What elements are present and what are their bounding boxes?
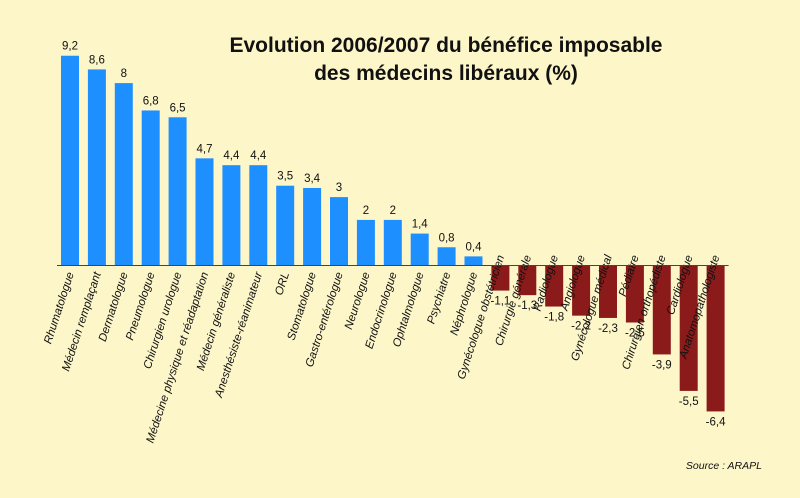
value-label: -6,4 bbox=[706, 416, 726, 428]
bar bbox=[518, 265, 537, 296]
bar bbox=[464, 256, 483, 266]
bar bbox=[679, 265, 698, 391]
bar bbox=[437, 247, 456, 266]
category-label: Psychiatre bbox=[425, 271, 453, 326]
value-label: -1,8 bbox=[544, 312, 564, 324]
value-label: 4,7 bbox=[197, 143, 213, 155]
value-label: 3,4 bbox=[304, 173, 321, 185]
bar bbox=[706, 265, 725, 412]
bar bbox=[491, 265, 510, 291]
value-label: -1,1 bbox=[490, 296, 510, 308]
value-label: 0,4 bbox=[466, 241, 483, 253]
bar bbox=[383, 219, 402, 266]
value-label: -2,3 bbox=[598, 323, 618, 335]
source-note: Source : ARAPL bbox=[686, 460, 762, 472]
bar bbox=[625, 265, 644, 323]
value-label: 4,4 bbox=[250, 150, 267, 162]
value-label: 8,6 bbox=[89, 54, 105, 66]
value-label: 0,8 bbox=[439, 232, 455, 244]
bar bbox=[61, 55, 79, 266]
bar bbox=[572, 265, 591, 316]
bar bbox=[356, 219, 375, 266]
value-label: 4,4 bbox=[223, 150, 240, 162]
chart-title-line2: des médecins libéraux (%) bbox=[314, 62, 578, 85]
bar bbox=[410, 233, 429, 266]
value-label: 3 bbox=[336, 182, 342, 194]
bar bbox=[195, 158, 214, 266]
bar bbox=[276, 185, 295, 266]
bar bbox=[222, 165, 241, 266]
value-label: 9,2 bbox=[62, 41, 78, 53]
value-label: -1,3 bbox=[517, 300, 537, 312]
value-label: 8 bbox=[121, 68, 127, 80]
category-label: Neurologue bbox=[343, 271, 373, 331]
value-label: 3,5 bbox=[277, 171, 293, 183]
value-label: 6,8 bbox=[143, 95, 159, 107]
bar bbox=[141, 110, 160, 266]
bar bbox=[303, 187, 322, 266]
bar bbox=[168, 117, 187, 266]
value-label: -5,5 bbox=[679, 396, 699, 408]
bar bbox=[114, 83, 133, 266]
bar bbox=[545, 265, 564, 307]
value-label: -2,2 bbox=[571, 321, 591, 333]
value-label: -2,5 bbox=[625, 328, 645, 340]
bar bbox=[599, 265, 617, 318]
value-label: 2 bbox=[390, 205, 396, 217]
value-label: 6,5 bbox=[170, 102, 186, 114]
category-label: ORL bbox=[273, 271, 292, 297]
value-label: -3,9 bbox=[652, 359, 672, 371]
chart-title-line1: Evolution 2006/2007 du bénéfice imposabl… bbox=[230, 34, 663, 57]
bar bbox=[652, 265, 671, 355]
bar bbox=[330, 197, 348, 266]
value-label: 2 bbox=[363, 205, 369, 217]
value-label: 1,4 bbox=[412, 219, 429, 231]
bar bbox=[249, 165, 268, 266]
bar bbox=[87, 69, 106, 266]
